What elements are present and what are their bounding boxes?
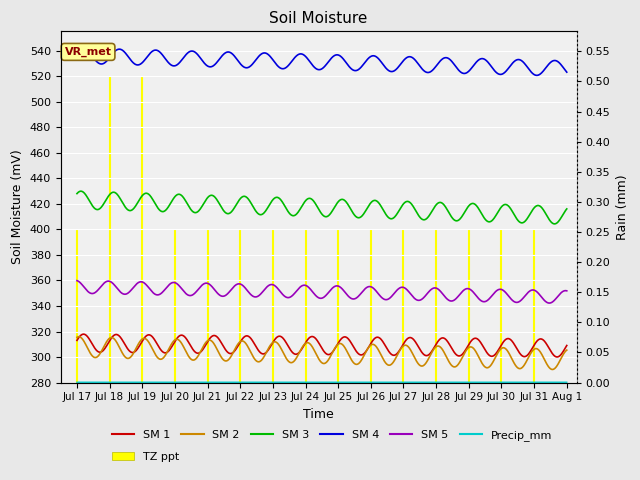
X-axis label: Time: Time xyxy=(303,408,334,421)
Title: Soil Moisture: Soil Moisture xyxy=(269,11,368,26)
Legend: TZ ppt: TZ ppt xyxy=(108,448,184,467)
Y-axis label: Rain (mm): Rain (mm) xyxy=(616,174,629,240)
Y-axis label: Soil Moisture (mV): Soil Moisture (mV) xyxy=(11,150,24,264)
Text: VR_met: VR_met xyxy=(65,47,111,57)
